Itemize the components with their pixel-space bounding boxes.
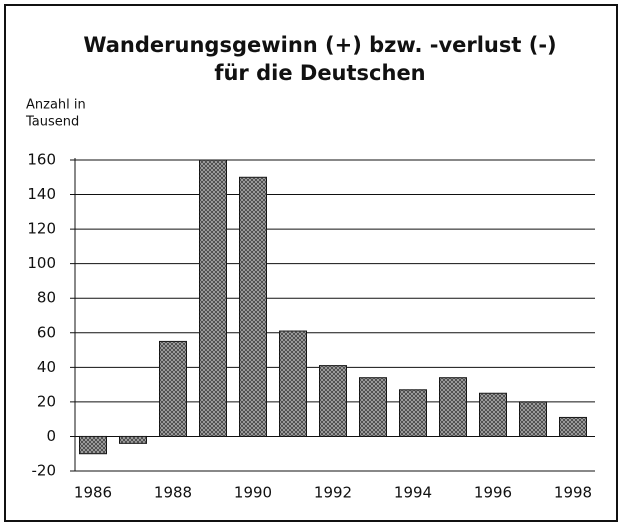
x-tick-label: 1994 <box>394 484 432 502</box>
x-tick-label: 1988 <box>154 484 192 502</box>
x-tick-label: 1990 <box>234 484 272 502</box>
y-tick-label: 140 <box>27 185 56 203</box>
bar <box>119 435 147 444</box>
y-tick-label: 160 <box>27 151 56 169</box>
bar <box>199 159 227 437</box>
bar <box>399 389 427 437</box>
bar <box>239 176 267 437</box>
y-tick-label: 120 <box>27 220 56 238</box>
bar <box>319 365 347 437</box>
x-tick-label: 1992 <box>314 484 352 502</box>
bar <box>159 340 187 437</box>
y-tick-label: 0 <box>46 427 56 445</box>
x-tick-label: 1998 <box>554 484 592 502</box>
bar <box>359 377 387 437</box>
y-tick-label: 100 <box>27 254 56 272</box>
y-axis-label: Anzahl in <box>26 98 86 113</box>
bar <box>519 401 547 437</box>
y-tick-label: -20 <box>32 462 57 480</box>
bar <box>79 435 107 455</box>
bar <box>279 330 307 437</box>
y-tick-label: 80 <box>37 289 56 307</box>
bar <box>479 392 507 437</box>
x-tick-label: 1986 <box>74 484 112 502</box>
chart-title: Wanderungsgewinn (+) bzw. -verlust (-) <box>83 33 556 57</box>
x-tick-label: 1996 <box>474 484 512 502</box>
y-axis-label: Tausend <box>25 115 79 130</box>
y-tick-label: 40 <box>37 358 56 376</box>
bar <box>439 377 467 437</box>
y-tick-label: 20 <box>37 392 56 410</box>
chart-title: für die Deutschen <box>214 61 425 85</box>
y-tick-label: 60 <box>37 323 56 341</box>
bar <box>559 416 587 437</box>
frame <box>4 4 618 522</box>
